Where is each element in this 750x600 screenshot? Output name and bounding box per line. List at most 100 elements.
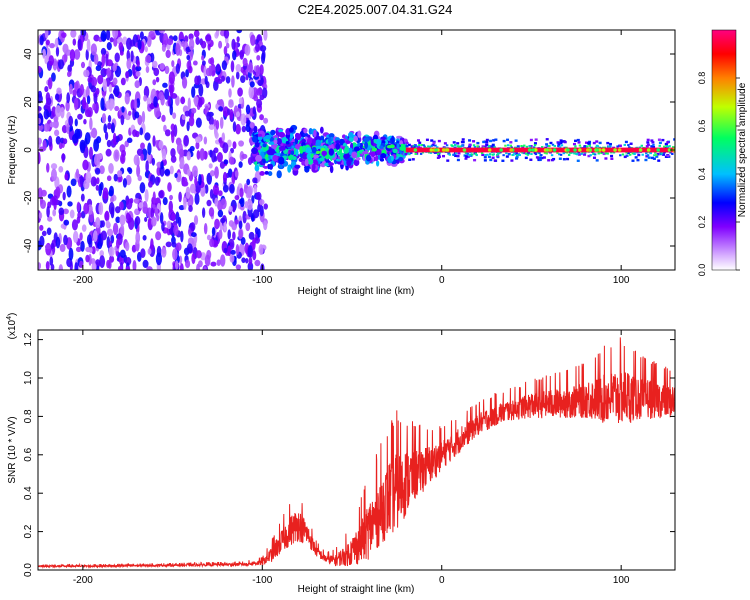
heatmap-cell — [288, 127, 294, 133]
heatmap-cell — [58, 142, 63, 150]
heatmap-cell — [484, 154, 487, 157]
heatmap-cell — [413, 145, 417, 148]
heatmap-cell — [161, 247, 167, 258]
heatmap-cell — [106, 59, 113, 67]
heatmap-cell — [169, 103, 174, 116]
heatmap-cell — [69, 209, 75, 219]
heatmap-cell — [562, 158, 566, 161]
heatmap-cell — [38, 123, 44, 132]
heatmap-cell — [133, 198, 140, 204]
heatmap-cell — [595, 159, 599, 162]
heatmap-cell — [70, 178, 77, 187]
colorbar-gradient — [711, 29, 737, 271]
heatmap-cell — [589, 154, 592, 157]
heatmap-cell — [485, 143, 489, 147]
heatmap-cell — [203, 136, 208, 145]
heatmap-cell — [604, 152, 608, 155]
heatmap-cell — [542, 156, 546, 159]
heatmap-cell — [523, 144, 526, 147]
heatmap-cell — [252, 250, 257, 261]
heatmap-cell — [68, 247, 74, 261]
heatmap-cell — [60, 223, 66, 229]
heatmap-cell — [147, 142, 152, 156]
heatmap-cell — [43, 109, 50, 120]
heatmap-cell — [577, 153, 581, 156]
heatmap-cell — [505, 152, 508, 155]
heatmap-cell — [46, 162, 50, 173]
heatmap-cell — [72, 89, 77, 97]
heatmap-cell — [112, 77, 118, 86]
heatmap-cell — [38, 212, 43, 220]
heatmap-cell — [471, 153, 474, 156]
heatmap-cell — [125, 174, 132, 186]
heatmap-cell — [198, 173, 202, 186]
heatmap-cell — [91, 262, 97, 270]
heatmap-cell — [513, 152, 516, 155]
heatmap-cell — [348, 147, 353, 154]
heatmap-cell — [540, 154, 543, 157]
heatmap-cell — [657, 138, 661, 141]
heatmap-cell — [493, 146, 496, 149]
heatmap-cell — [45, 39, 50, 46]
x-tick-label: 0 — [439, 575, 445, 586]
heatmap-cell — [304, 165, 311, 170]
heatmap-cell — [610, 154, 614, 158]
heatmap-cell — [173, 224, 179, 236]
heatmap-cell — [237, 87, 243, 97]
heatmap-cell — [414, 152, 417, 155]
heatmap-cell — [668, 145, 671, 148]
heatmap-cell — [139, 182, 146, 194]
heatmap-cell — [550, 158, 554, 162]
heatmap-cell — [188, 33, 194, 40]
heatmap-cell — [183, 35, 189, 43]
y-tick-label: -20 — [23, 190, 34, 205]
heatmap-cell — [623, 155, 627, 159]
heatmap-cell — [43, 123, 50, 132]
heatmap-cell — [464, 151, 468, 154]
heatmap-cell — [335, 140, 341, 144]
heatmap-cell — [208, 124, 215, 130]
heatmap-cell — [489, 145, 493, 148]
heatmap-cell — [538, 156, 542, 159]
heatmap-cell — [549, 141, 553, 145]
heatmap-cell — [558, 146, 562, 149]
heatmap-cell — [165, 49, 171, 59]
heatmap-cell — [255, 64, 261, 77]
heatmap-cell — [468, 143, 472, 147]
heatmap-cell — [436, 146, 439, 149]
heatmap-cell — [404, 152, 408, 156]
heatmap-cell — [190, 222, 196, 232]
heatmap-cell — [307, 134, 311, 138]
heatmap-cell — [106, 175, 112, 182]
heatmap-cell — [441, 148, 446, 152]
heatmap-cell — [502, 154, 505, 157]
heatmap-cell — [54, 105, 62, 118]
heatmap-cell — [386, 145, 393, 149]
heatmap-cell — [273, 135, 279, 139]
x-tick-label: -200 — [73, 575, 93, 586]
colorbar: 0.0 0.2 0.4 0.6 0.8 Normalized spectral ampl… — [697, 29, 748, 276]
heatmap-cell — [136, 164, 141, 178]
chart-title: C2E4.2025.007.04.31.G24 — [298, 2, 453, 17]
heatmap-cell — [359, 142, 363, 149]
heatmap-cell — [609, 145, 612, 148]
heatmap-cell — [353, 146, 360, 152]
heatmap-cell — [124, 92, 130, 105]
heatmap-cell — [658, 144, 661, 147]
heatmap-cell — [654, 153, 658, 156]
heatmap-cell — [442, 154, 446, 158]
heatmap-cell — [38, 94, 43, 104]
heatmap-cell — [408, 153, 411, 156]
heatmap-cell — [228, 156, 235, 165]
heatmap-cell — [663, 145, 666, 148]
heatmap-cell — [204, 75, 208, 86]
heatmap-cell — [526, 152, 530, 155]
heatmap-cell — [313, 154, 319, 159]
heatmap-cell — [62, 191, 66, 201]
heatmap-cell — [446, 159, 450, 162]
heatmap-cell — [328, 133, 335, 139]
heatmap-cell — [228, 220, 234, 227]
heatmap-cell — [278, 156, 285, 165]
heatmap-cell — [204, 254, 211, 267]
heatmap-cell — [93, 53, 99, 65]
